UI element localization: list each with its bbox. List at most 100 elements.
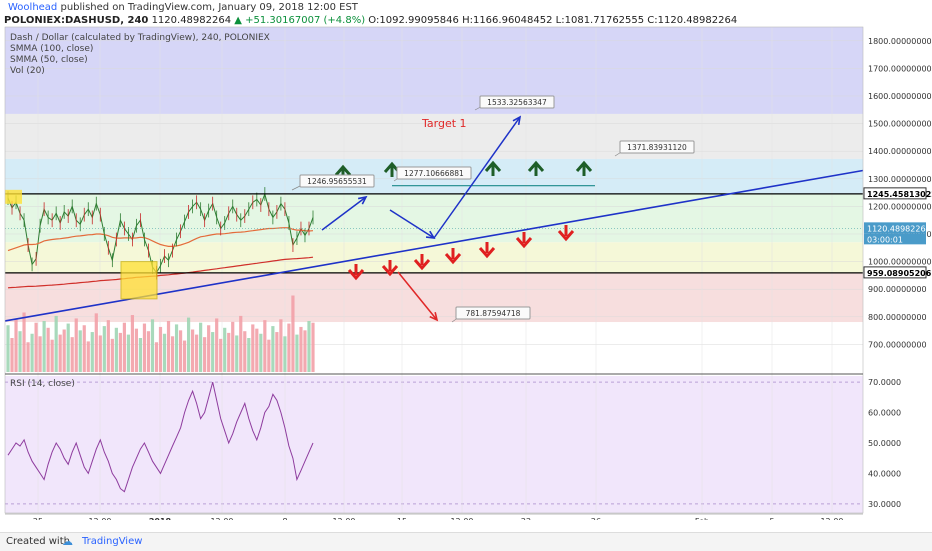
drawings-layer: 1533.32563347 1371.83931120 1277.10666881 1… [4, 95, 864, 323]
x-tick-label: 22 [521, 517, 531, 520]
legend-smma50: SMMA (50, close) [10, 55, 88, 65]
price-badge [863, 266, 927, 279]
callout-box [479, 95, 555, 109]
x-tick-label: 8 [282, 517, 287, 520]
volume-bar [283, 336, 287, 372]
volume-bar [195, 334, 199, 372]
axes-layer: 1800.00000000 1700.00000000 1600.00000000 1… [4, 26, 932, 520]
volume-bar [46, 327, 50, 372]
zone-band-0 [5, 27, 863, 114]
volume-bar [275, 332, 279, 372]
volume-bar [307, 321, 311, 372]
rsi-pane [7, 381, 314, 493]
volume-bars [6, 295, 315, 372]
volume-bar [66, 323, 70, 372]
projection-arrow [433, 116, 521, 239]
red-down-arrow [444, 253, 462, 265]
callout-label: 1246.95655531 [307, 177, 367, 186]
price-badge [864, 222, 926, 234]
legend-rsi: RSI (14, close) [10, 379, 75, 389]
volume-bar [146, 331, 151, 372]
volume-bar [158, 326, 163, 372]
volume-bar [279, 319, 283, 372]
volume-bar [251, 324, 255, 372]
x-tick-label: 5 [769, 517, 774, 520]
x-tick-label: 12:00 [88, 517, 111, 520]
symbol-bar: POLONIEX:DASHUSD, 240 1120.48982264 ▲ +5… [4, 15, 737, 26]
pane-border [4, 26, 864, 514]
callout-label: 1533.32563347 [487, 98, 547, 107]
volume-bar [110, 338, 114, 372]
legend-volume: Vol (20) [10, 66, 45, 76]
symbol-label: POLONIEX:DASHUSD, 240 [4, 15, 149, 26]
footer-created: Created with [6, 536, 70, 547]
y-tick-label: 1000.00000000 [868, 258, 932, 267]
volume-bar [162, 333, 167, 372]
rsi-tick-label: 40.0000 [868, 469, 901, 478]
volume-bar [191, 329, 195, 372]
arrow-head [429, 312, 439, 322]
volume-bar [42, 321, 46, 372]
red-down-arrow [557, 230, 575, 242]
volume-bar [166, 321, 171, 372]
volume-bar [263, 320, 267, 372]
bearish-arrow [397, 271, 438, 321]
volume-bar [126, 334, 130, 372]
volume-bar [130, 315, 135, 372]
y-tick-label: 1200.00000000 [868, 202, 932, 211]
volume-bar [199, 322, 203, 372]
volume-bar [102, 326, 106, 372]
volume-bar [243, 331, 247, 372]
red-down-arrow [347, 269, 365, 281]
volume-bar [86, 341, 90, 372]
volume-bar [98, 335, 102, 372]
volume-bar [211, 332, 215, 372]
price-badge-label: 959.08905206 [867, 269, 932, 278]
small-highlight [5, 189, 22, 204]
volume-bar [14, 319, 18, 372]
callout-label: 1371.83931120 [627, 143, 687, 152]
x-tick-label: Feb [695, 517, 709, 520]
callout-label: 1277.10666881 [404, 169, 464, 178]
callout-box [396, 166, 472, 180]
y-tick-label: 1600.00000000 [868, 92, 932, 101]
red-down-arrow [478, 247, 496, 259]
volume-bar [295, 334, 299, 372]
y-tick-label: 1500.00000000 [868, 120, 932, 129]
rsi-background [5, 376, 863, 513]
arrow-head [357, 195, 368, 205]
red-down-arrow [515, 237, 533, 249]
smma-50-line [7, 227, 314, 252]
price-badge-label: 1120.48982264 [867, 224, 931, 233]
red-down-arrow [381, 265, 399, 277]
y-tick-label: 1700.00000000 [868, 64, 932, 73]
price-badge-label: 1245.45813022 [867, 190, 932, 199]
projection-arrow [321, 196, 367, 231]
volume-bar [186, 317, 191, 372]
footer-brand[interactable]: TradingView [82, 536, 143, 547]
y-tick-label: 1800.00000000 [868, 37, 932, 46]
y-tick-label: 1400.00000000 [868, 147, 932, 156]
target-annotation: Target 1 [421, 117, 467, 130]
author-name[interactable]: Woolhead [8, 2, 58, 13]
tradingview-cloud-icon: ☁ [62, 535, 73, 548]
volume-bar [118, 332, 122, 372]
rsi-line [7, 381, 314, 493]
volume-bar [82, 325, 86, 372]
chart-svg: 1533.325633471371.839311201277.106668811… [4, 26, 932, 520]
ohlc-values: O:1092.99095846 H:1166.96048452 L:1081.7… [368, 15, 738, 26]
volume-bar [255, 328, 259, 372]
x-tick-label: 2018 [149, 517, 172, 520]
highlight-box [120, 261, 158, 300]
publish-header: Woolhead published on TradingView.com, J… [8, 2, 358, 13]
volume-bar [170, 336, 175, 372]
volume-bar [182, 340, 187, 372]
volume-bar [203, 337, 207, 372]
smma-100-line [7, 256, 314, 289]
callout-box [299, 174, 375, 188]
volume-bar [34, 322, 38, 372]
projection-arrow [389, 209, 435, 239]
volume-bar [223, 327, 227, 372]
green-up-arrow [575, 160, 593, 172]
volume-bar [154, 342, 159, 372]
